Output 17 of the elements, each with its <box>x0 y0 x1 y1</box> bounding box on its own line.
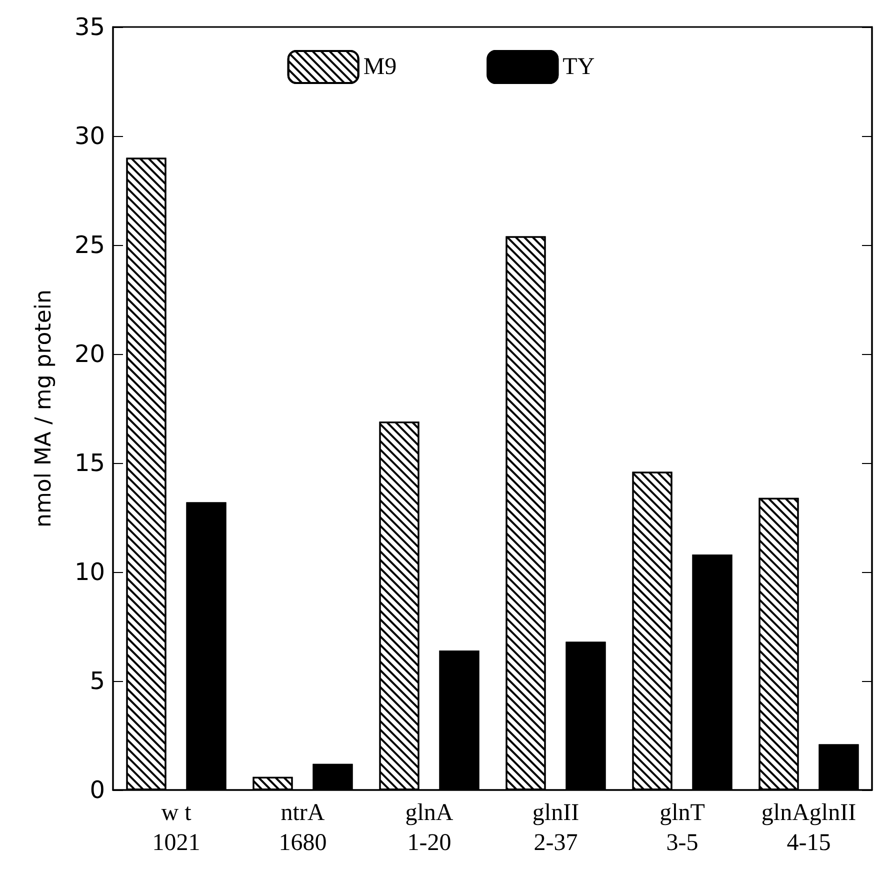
y-tick-label: 5 <box>90 667 105 695</box>
y-tick-label: 35 <box>74 13 105 41</box>
x-tick-label: glnA 1-20 <box>405 800 454 856</box>
x-tick-label: glnII 2-37 <box>532 800 580 856</box>
legend-label: TY <box>562 54 595 80</box>
x-tick-label: glnT 3-5 <box>660 800 706 856</box>
y-tick-label: 25 <box>74 231 105 259</box>
y-axis-title: nmol MA / mg protein <box>32 290 56 528</box>
x-tick-label: glnAglnII 4-15 <box>761 800 856 856</box>
x-tick-label: ntrA 1680 <box>278 800 327 856</box>
y-tick-label: 0 <box>90 776 105 804</box>
x-tick-label: w t 1021 <box>152 800 200 856</box>
legend-label: M9 <box>363 54 397 80</box>
y-tick-label: 30 <box>74 122 105 150</box>
y-tick-label: 10 <box>74 558 105 586</box>
y-tick-label: 15 <box>74 449 105 477</box>
y-tick-label: 20 <box>74 340 105 368</box>
